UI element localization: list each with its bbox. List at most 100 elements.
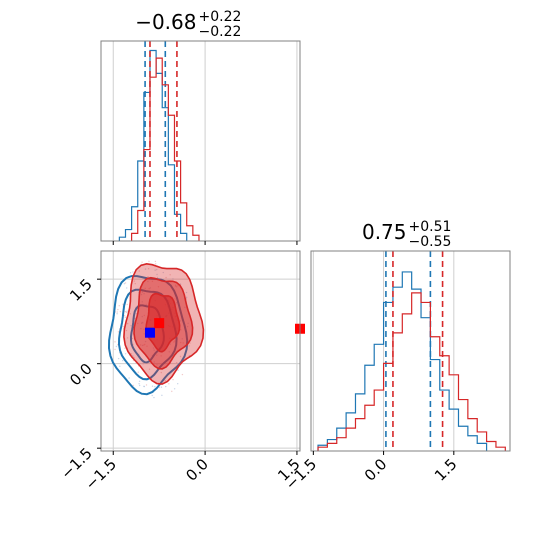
bottom-left-scatter-point: [160, 371, 163, 374]
bottom-left-scatter-point: [115, 345, 118, 348]
bottom-left-scatter-point: [188, 345, 190, 347]
bottom-left-scatter-point: [179, 355, 182, 358]
bottom-left-scatter-point: [130, 324, 132, 327]
bottom-left-scatter-point: [151, 394, 153, 397]
bottom-left-scatter-point: [116, 311, 118, 313]
bottom-left-scatter-point: [138, 270, 141, 272]
bottom-left-scatter-point: [114, 341, 116, 343]
bottom-left-scatter-point: [168, 383, 170, 385]
bottom-left-scatter-point: [114, 348, 116, 351]
bottom-left-scatter-point: [179, 283, 182, 285]
bottom-left-scatter-point: [129, 272, 132, 274]
bottom-left-scatter-point: [154, 260, 157, 263]
bottom-left-scatter-point: [172, 378, 174, 381]
top-left-hist-series-2: [131, 57, 200, 241]
bottom-left-scatter-point: [156, 276, 159, 279]
bottom-right-x-tick-label-3: 1.5: [431, 455, 461, 485]
bottom-left-scatter-point: [177, 383, 179, 385]
bottom-right-title-minus: −0.55: [409, 234, 452, 250]
bottom-right-hist-series-1: [317, 271, 488, 451]
bottom-right-title-median: 0.75: [362, 220, 407, 244]
bottom-right-x-tick-label-2: 0.0: [361, 455, 391, 485]
bottom-left-scatter-point: [169, 274, 171, 276]
bottom-left-scatter-point: [185, 291, 188, 294]
bottom-left-scatter-point: [138, 380, 141, 382]
top-left-hist-series-1: [118, 49, 188, 241]
bottom-left-scatter-point: [185, 296, 188, 299]
bottom-left-x-tick-label-2: 0.0: [182, 455, 212, 485]
bottom-left-scatter-point: [117, 357, 120, 360]
bottom-left-scatter-point: [137, 371, 139, 373]
bottom-right-frame: [310, 250, 511, 452]
bottom-left-scatter-point: [165, 276, 167, 279]
bottom-left-scatter-point: [129, 313, 132, 315]
bottom-left-scatter-point: [164, 379, 167, 382]
bottom-left-scatter-point: [132, 384, 134, 387]
bottom-left-y-tick-label-2: 0.0: [66, 360, 96, 390]
bottom-left-scatter-point: [151, 385, 154, 387]
top-left-title: −0.68 +0.22−0.22: [135, 9, 241, 40]
bottom-left-scatter-point: [153, 396, 155, 399]
bottom-left-scatter-point: [128, 377, 130, 379]
bottom-left-scatter-point: [124, 347, 126, 349]
bottom-left-scatter-point: [148, 260, 150, 263]
bottom-left-marker-1-1: [144, 327, 155, 338]
bottom-left-scatter-point: [154, 269, 156, 271]
bottom-left-scatter-point: [172, 278, 174, 280]
bottom-left-scatter-point: [117, 308, 119, 311]
bottom-left-scatter-point: [143, 385, 145, 387]
bottom-right-title-plus: +0.51: [409, 219, 452, 235]
bottom-left-scatter-point: [131, 337, 134, 340]
bottom-left-marker-2-1: [154, 318, 165, 329]
bottom-left-scatter-point: [154, 385, 156, 388]
bottom-left-scatter-point: [181, 373, 184, 376]
bottom-left-scatter-point: [173, 388, 176, 390]
bottom-left-scatter-point: [123, 283, 126, 285]
bottom-left-scatter-point: [189, 342, 191, 344]
bottom-left-scatter-point: [144, 268, 147, 270]
bottom-left-scatter-point: [165, 385, 167, 388]
bottom-left-scatter-point: [138, 383, 140, 385]
bottom-left-scatter-point: [126, 337, 129, 339]
bottom-left-scatter-point: [156, 268, 158, 271]
bottom-left-scatter-point: [155, 263, 157, 265]
bottom-left-scatter-point: [126, 287, 128, 289]
bottom-left-scatter-point: [133, 280, 135, 282]
bottom-left-y-tick-label-3: 1.5: [66, 275, 96, 305]
top-left-title-median: −0.68: [135, 10, 196, 34]
bottom-left-scatter-point: [171, 390, 173, 393]
bottom-left-scatter-point: [124, 310, 127, 313]
bottom-left-scatter-point: [132, 271, 134, 273]
bottom-left-scatter-point: [130, 353, 133, 355]
bottom-left-scatter-point: [125, 329, 128, 332]
bottom-right-title: 0.75 +0.51−0.55: [362, 219, 451, 250]
bottom-left-scatter-point: [141, 261, 143, 263]
bottom-left-scatter-point: [158, 386, 160, 389]
bottom-left-scatter-point: [138, 384, 141, 387]
bottom-left-scatter-point: [132, 355, 134, 357]
bottom-left-scatter-point: [122, 359, 124, 362]
bottom-left-scatter-point: [134, 282, 136, 285]
bottom-left-scatter-point: [147, 276, 149, 278]
bottom-left-scatter-point: [124, 353, 127, 355]
bottom-left-scatter-point: [147, 268, 150, 270]
bottom-left-scatter-point: [161, 394, 163, 397]
bottom-left-scatter-point: [177, 369, 179, 371]
bottom-left-scatter-point: [126, 322, 129, 325]
bottom-left-scatter-point: [126, 310, 128, 312]
bottom-left-scatter-point: [175, 361, 178, 364]
bottom-left-scatter-point: [126, 303, 128, 306]
bottom-left-scatter-point: [119, 365, 121, 368]
bottom-left-scatter-point: [122, 325, 124, 328]
bottom-left-scatter-point: [118, 304, 120, 307]
bottom-left-scatter-point: [124, 316, 127, 319]
bottom-left-scatter-point: [160, 386, 163, 388]
bottom-left-frame: [100, 250, 301, 452]
bottom-right-hist-series-2: [317, 292, 506, 451]
bottom-left-scatter-point: [142, 363, 144, 365]
top-left-title-plus: +0.22: [199, 9, 242, 25]
bottom-left-scatter-point: [156, 273, 158, 276]
bottom-left-scatter-point: [125, 311, 128, 314]
bottom-left-scatter-point: [162, 271, 164, 274]
